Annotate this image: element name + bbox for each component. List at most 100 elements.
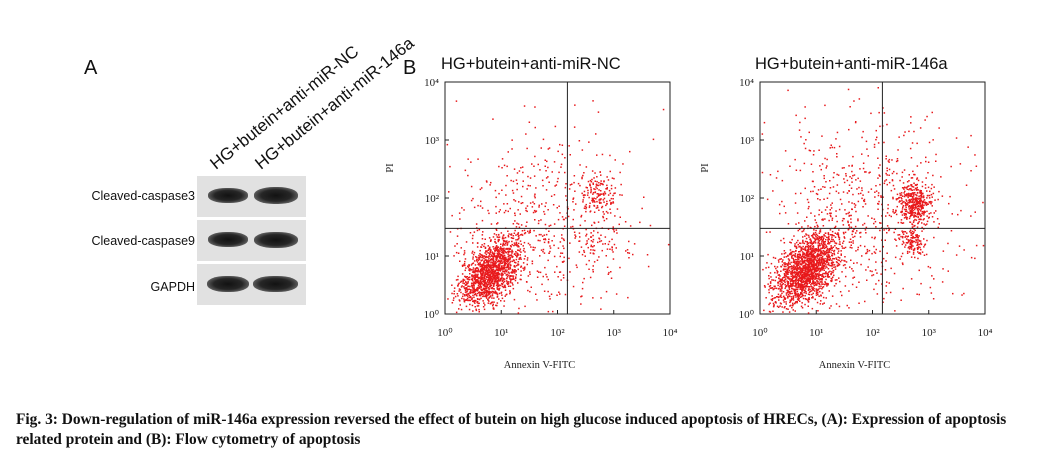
figure-caption: Fig. 3: Down-regulation of miR-146a expr… [16, 411, 1007, 448]
event-point [788, 259, 791, 262]
event-point [906, 181, 909, 183]
event-point [492, 258, 495, 260]
event-point [911, 205, 913, 208]
event-point [471, 278, 474, 281]
event-point [866, 148, 868, 150]
event-point [477, 269, 479, 272]
event-point [822, 218, 824, 220]
event-point [781, 292, 783, 295]
event-point [809, 260, 811, 262]
event-point [840, 253, 842, 255]
event-point [819, 262, 821, 264]
event-point [475, 223, 478, 225]
event-point [789, 279, 791, 281]
event-point [504, 257, 506, 259]
event-point [899, 200, 901, 202]
event-point [525, 225, 527, 227]
event-point [780, 270, 782, 272]
event-point [831, 234, 833, 236]
event-point [816, 278, 818, 280]
event-point [517, 261, 520, 263]
event-point [811, 247, 814, 250]
event-point [838, 305, 841, 308]
event-point [496, 255, 498, 258]
event-point [790, 242, 792, 244]
event-point [534, 193, 536, 195]
event-point [921, 205, 924, 207]
event-point [521, 202, 524, 204]
event-point [592, 193, 594, 195]
event-point [475, 276, 478, 278]
event-point [505, 241, 507, 243]
event-point [821, 135, 823, 137]
event-point [615, 293, 618, 295]
event-point [935, 160, 937, 162]
event-point [533, 175, 536, 177]
event-point [592, 191, 595, 194]
event-point [817, 253, 819, 255]
event-point [824, 218, 826, 220]
event-point [789, 241, 791, 243]
event-point [796, 295, 799, 297]
event-point [800, 292, 803, 295]
event-point [807, 273, 810, 276]
event-point [918, 252, 920, 254]
event-point [667, 243, 670, 246]
event-point [910, 206, 912, 208]
event-point [843, 237, 846, 239]
event-point [487, 261, 489, 264]
event-point [796, 255, 799, 257]
event-point [877, 203, 880, 205]
event-point [809, 253, 811, 255]
event-point [610, 271, 612, 273]
event-point [850, 214, 852, 217]
event-point [761, 171, 764, 174]
event-point [896, 205, 898, 208]
event-point [808, 236, 810, 238]
event-point [809, 273, 812, 275]
event-point [610, 201, 612, 204]
event-point [547, 310, 550, 313]
event-point [509, 275, 512, 277]
event-point [817, 242, 819, 244]
event-point [480, 282, 482, 284]
event-point [515, 276, 517, 278]
event-point [793, 235, 795, 237]
event-point [529, 273, 531, 275]
event-point [820, 254, 823, 257]
event-point [799, 257, 801, 259]
event-point [841, 271, 843, 273]
event-point [888, 168, 891, 171]
event-point [902, 201, 904, 204]
event-point [600, 174, 602, 176]
event-point [496, 275, 499, 278]
event-point [481, 272, 484, 274]
event-point [916, 244, 918, 246]
event-point [846, 304, 848, 307]
event-point [468, 269, 470, 271]
event-point [911, 212, 914, 214]
event-point [918, 197, 921, 200]
event-point [836, 264, 839, 266]
event-point [508, 250, 510, 253]
event-point [838, 259, 841, 262]
event-point [903, 214, 906, 216]
event-point [500, 258, 502, 260]
event-point [810, 253, 813, 255]
event-point [520, 258, 522, 260]
event-point [500, 274, 502, 276]
event-point [769, 311, 772, 313]
event-point [468, 278, 470, 281]
event-point [484, 295, 486, 298]
event-point [913, 215, 915, 218]
event-point [502, 250, 504, 252]
event-point [795, 272, 798, 274]
event-point [476, 274, 479, 276]
event-point [784, 263, 787, 265]
event-point [778, 274, 780, 276]
event-point [616, 208, 619, 210]
event-point [543, 210, 545, 213]
event-point [897, 234, 899, 236]
event-point [453, 255, 455, 257]
event-point [474, 264, 477, 266]
